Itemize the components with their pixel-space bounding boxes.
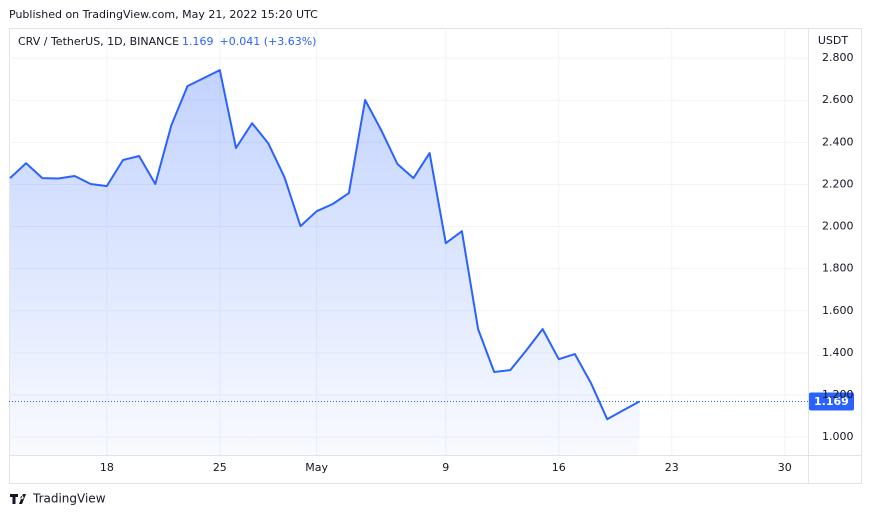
plot: 1.169: [9, 69, 854, 455]
y-tick-label: 2.000: [822, 220, 854, 233]
y-tick-label: 1.000: [822, 430, 854, 443]
chart-frame: [9, 28, 862, 484]
y-tick-label: 1.200: [822, 388, 854, 401]
x-tick-label: May: [305, 461, 328, 474]
y-tick-label: 2.200: [822, 177, 854, 190]
y-tick-label: 1.800: [822, 262, 854, 275]
logo: [10, 494, 26, 504]
last-price-badge: [809, 392, 854, 411]
x-tick-label: 30: [778, 461, 792, 474]
x-tick-label: 16: [552, 461, 566, 474]
y-tick-label: 2.800: [822, 51, 854, 64]
x-tick-label: 25: [213, 461, 227, 474]
x-tick-label: 18: [100, 461, 114, 474]
y-tick-label: 2.400: [822, 135, 854, 148]
last-price-label: 1.169: [814, 395, 849, 408]
price-line: [9, 69, 640, 421]
price-axis-unit: USDT: [818, 34, 849, 47]
legend-change: +0.041 (+3.63%): [220, 35, 317, 48]
x-tick-label: 23: [665, 461, 679, 474]
published-note: Published on TradingView.com, May 21, 20…: [9, 8, 318, 21]
area-fill: [10, 70, 640, 455]
y-tick-label: 1.400: [822, 346, 854, 359]
y-tick-label: 1.600: [822, 304, 854, 317]
brand: TradingView: [32, 492, 106, 506]
labels: 1.000 1.200 1.400 1.600 1.800 2.000 2.200 2.400…: [100, 51, 854, 474]
y-tick-label: 2.600: [822, 93, 854, 106]
symbol-info: CRV / TetherUS, 1D, BINANCE: [18, 35, 179, 48]
legend-price: 1.169: [182, 35, 214, 48]
x-tick-label: 9: [442, 461, 449, 474]
